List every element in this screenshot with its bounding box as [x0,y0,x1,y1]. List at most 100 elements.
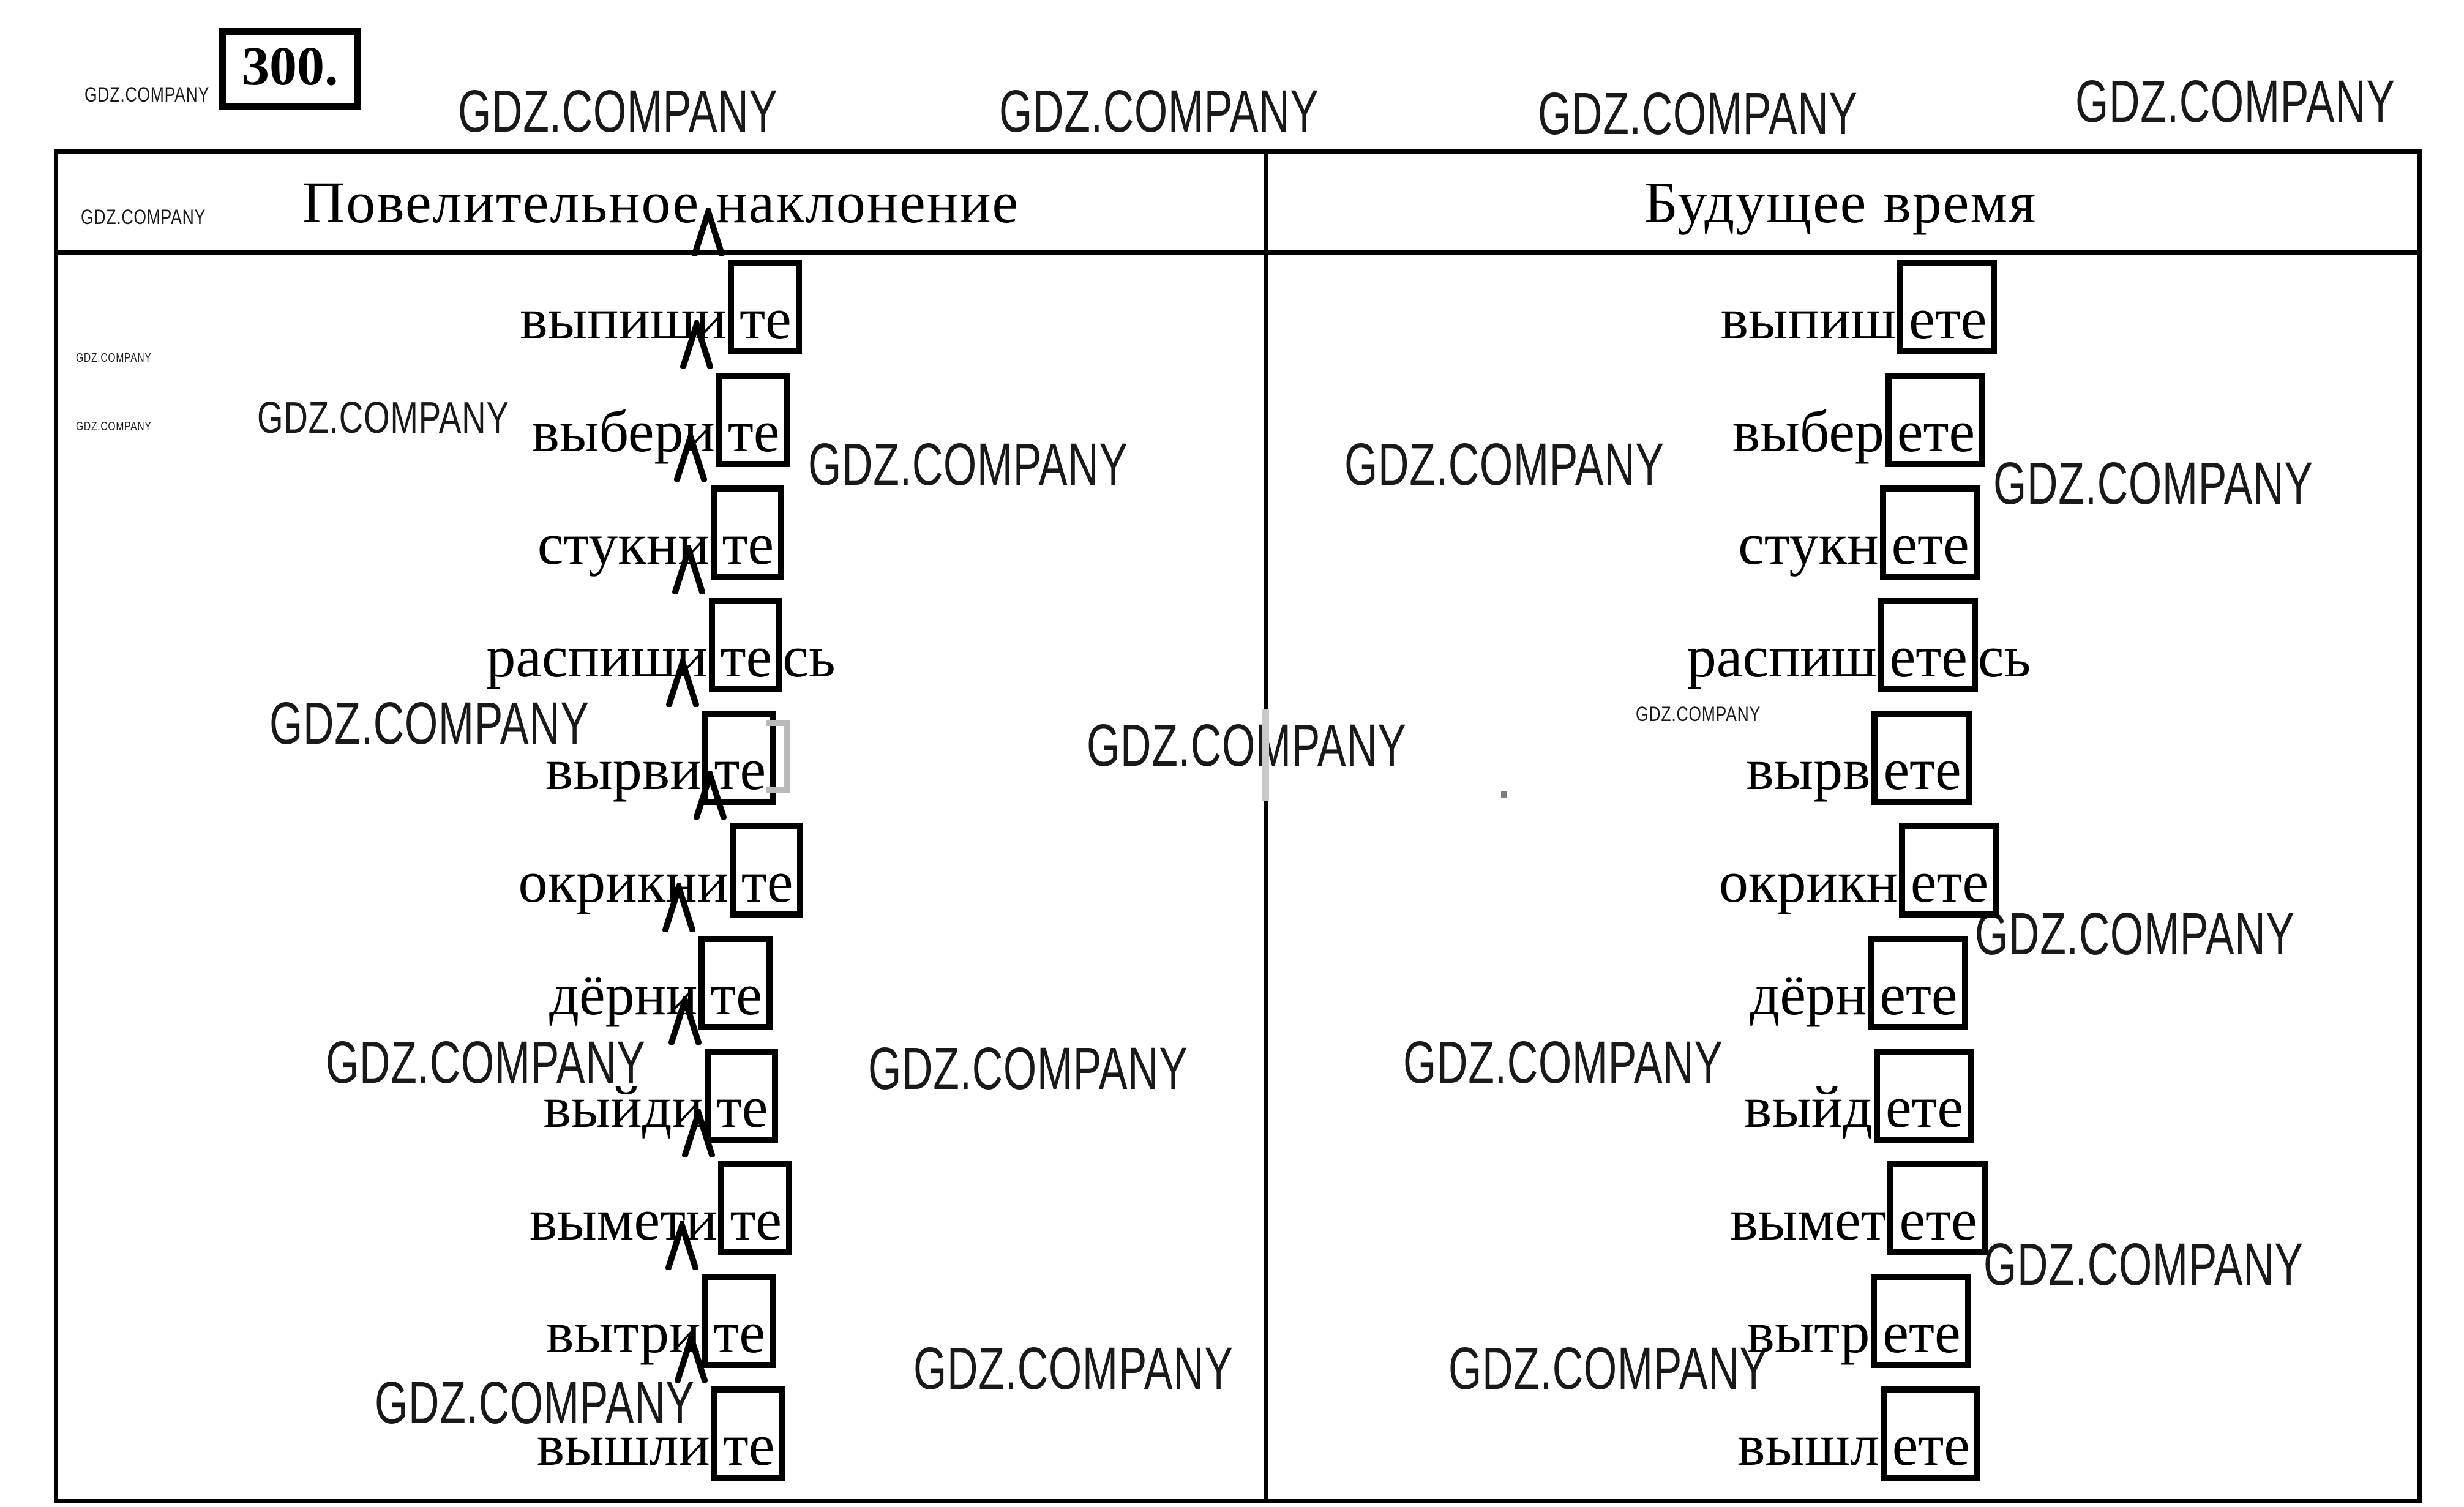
word-stem: вышл [536,1412,679,1478]
table-row: выпиш и те выпиш ете [58,208,2417,368]
table-row: вышл и те вышл ете [58,1334,2417,1494]
word-future: стукн ете [1738,485,1980,580]
ending-box: те [702,1274,776,1368]
watermark: GDZ.COMPANY [269,690,590,757]
scan-artifact-gray-bracket [766,720,790,793]
word-future: окрикн ете [1719,823,1999,918]
word-future: выбер ете [1732,373,1986,467]
word-stem: вытр [1747,1299,1870,1365]
suffix-letter: и [686,1187,717,1252]
watermark: GDZ.COMPANY [808,431,1128,498]
word-stem: стукн [1738,511,1879,577]
suffix-caret-icon [672,545,706,594]
ending-box: те [728,260,802,354]
ending-box: те [708,598,783,692]
watermark: GDZ.COMPANY [868,1035,1188,1102]
suffix-caret-icon [668,996,702,1045]
ending-box: ете [1880,1386,1980,1481]
watermark: GDZ.COMPANY [999,78,1319,144]
word-future: выйд ете [1744,1049,1974,1143]
verb-forms-table: Повелительное наклонение Будущее время в… [54,149,2422,1503]
watermark: GDZ.COMPANY [375,1369,695,1436]
watermark: GDZ.COMPANY [1344,431,1665,498]
ending-box: те [702,711,777,805]
suffix-wrap: и [668,996,703,1137]
suffix-caret-icon [665,1221,698,1270]
exercise-number-box: 300. [219,28,361,110]
table-row: вымет и те вымет ете [58,1109,2417,1269]
watermark: GDZ.COMPANY [1975,900,2295,967]
word-stem: окрикн [1718,849,1898,914]
watermark: GDZ.COMPANY [326,1029,646,1096]
suffix-caret-icon [666,658,700,707]
ending-box: ете [1868,936,1968,1030]
suffix-letter: и [670,736,702,802]
header-future-tense: Будущее время [1644,169,2037,235]
word-imperative: вымет и те [529,1109,793,1255]
word-stem: вырв [1746,736,1871,802]
watermark: GDZ.COMPANY [458,78,778,144]
suffix-caret-icon [693,771,727,820]
word-imperative: вырв и те [545,658,777,805]
word-tail: сь [782,624,836,689]
watermark: GDZ.COMPANY [1993,450,2313,517]
watermark: GDZ.COMPANY [2075,68,2395,135]
ending-box: ете [1879,485,1980,580]
suffix-caret-icon [691,208,725,256]
word-stem: вымет [529,1187,686,1252]
ending-box: ете [1898,823,1999,918]
ending-box: те [716,373,790,467]
word-stem: выйд [543,1074,672,1140]
word-stem: вышл [1737,1412,1879,1478]
word-future: распиш ете сь [1687,598,2031,692]
watermark: GDZ.COMPANY [1087,712,1407,779]
table-row: выйд и те выйд ете [58,996,2417,1156]
suffix-caret-icon [662,883,695,932]
suffix-wrap: и [666,658,701,799]
ending-box: ете [1885,373,1986,467]
table-row: вырв и те вырв ете [58,658,2417,818]
watermark: GDZ.COMPANY [1538,80,1858,147]
watermark: GDZ.COMPANY [84,83,210,107]
word-future: вырв ете [1746,711,1972,805]
ending-box: ете [1871,1274,1971,1368]
word-stem: дёрн [1750,962,1867,1027]
suffix-wrap: и [682,1109,717,1249]
ending-box: те [718,1161,793,1255]
word-future: вышл ете [1737,1386,1980,1481]
ending-box: те [711,1386,785,1481]
ending-box: ете [1871,711,1972,805]
word-future: выпиш ете [1721,260,1998,354]
watermark: GDZ.COMPANY [76,420,152,433]
word-imperative: распиш и те сь [486,545,836,692]
word-stem: выйд [1743,1074,1873,1140]
word-future: вымет ете [1730,1161,1988,1255]
word-stem: дёрн [549,962,666,1027]
word-imperative: окрикн и те [519,771,804,918]
ending-box: ете [1887,1161,1988,1255]
table-row: выбер и те выбер ете [58,320,2417,481]
scan-artifact-dot [1501,791,1507,798]
word-stem: вымет [1730,1187,1887,1252]
word-imperative: вышл и те [536,1334,785,1481]
word-imperative: выпиш и те [520,208,802,354]
ending-box: ете [1897,260,1998,354]
suffix-letter: и [697,849,728,914]
watermark: GDZ.COMPANY [257,394,509,443]
suffix-caret-icon [682,1109,716,1157]
suffix-letter: и [672,1074,703,1140]
table-header-row: Повелительное наклонение Будущее время [58,154,2417,255]
watermark: GDZ.COMPANY [1448,1335,1769,1402]
table-row: вытр и те вытр ете [58,1221,2417,1382]
watermark: GDZ.COMPANY [1403,1029,1723,1096]
suffix-wrap: и [675,1334,710,1475]
suffix-letter: и [678,1412,710,1478]
word-stem: выбер [531,398,684,464]
suffix-caret-icon [675,1334,708,1383]
suffix-wrap: и [693,771,728,911]
watermark: GDZ.COMPANY [1983,1231,2304,1298]
word-imperative: вытр и те [546,1221,776,1368]
word-imperative: выйд и те [543,996,779,1143]
word-stem: выпиш [1720,286,1897,351]
